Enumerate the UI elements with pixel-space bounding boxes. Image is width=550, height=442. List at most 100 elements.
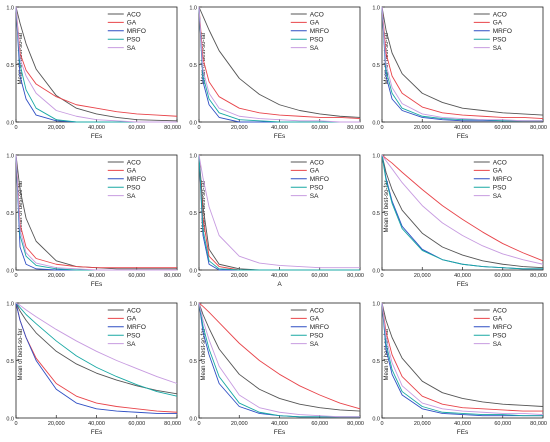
series-line-ga — [198, 6, 361, 119]
legend-label-ga: GA — [310, 168, 320, 175]
x-tick-label: 60,000 — [128, 273, 145, 279]
legend-label-aco: ACO — [493, 11, 507, 18]
y-axis-label: Mean of best-so-far — [18, 32, 24, 84]
legend-label-mrfo: MRFO — [310, 324, 329, 331]
x-tick-label: 80,000 — [164, 421, 181, 427]
x-tick-label: 40,000 — [271, 125, 288, 131]
legend-label-ga: GA — [493, 316, 503, 323]
y-axis-label: Mean of best-so-far — [201, 180, 207, 232]
chart-panel-8: 0.0 0.5 1.0 0 20,000 40,000 60,000 80,000 FEs Mea… — [189, 302, 364, 437]
x-axis-label: FEs — [91, 281, 103, 288]
y-tick-label: 0.5 — [372, 211, 380, 217]
x-axis-label: A — [277, 281, 282, 288]
x-tick-label: 40,000 — [454, 273, 471, 279]
x-tick-label: 20,000 — [231, 125, 248, 131]
y-tick-label: 0.5 — [372, 63, 380, 69]
series-line-sa — [15, 6, 177, 123]
legend-label-ga: GA — [127, 20, 137, 27]
y-tick-label: 0.5 — [6, 211, 14, 217]
x-tick-label: 40,000 — [454, 125, 471, 131]
series-line-aco — [198, 302, 361, 412]
y-tick-label: 0.5 — [189, 211, 197, 217]
series-line-sa — [198, 154, 360, 269]
legend-label-aco: ACO — [310, 307, 324, 314]
x-tick-label: 80,000 — [530, 421, 547, 427]
series-line-pso — [381, 6, 543, 122]
legend-label-ga: GA — [127, 168, 137, 175]
legend-label-aco: ACO — [127, 11, 141, 18]
series-line-sa — [15, 154, 177, 271]
legend-label-mrfo: MRFO — [310, 28, 329, 35]
y-tick-label: 0.0 — [372, 269, 380, 275]
series-line-ga — [381, 6, 544, 119]
x-tick-label: 60,000 — [494, 421, 511, 427]
series-line-pso — [381, 154, 543, 270]
x-tick-label: 40,000 — [271, 421, 288, 427]
x-tick-label: 80,000 — [347, 421, 364, 427]
legend-label-pso: PSO — [493, 37, 507, 44]
y-axis-label: Mean of best-so-far — [18, 180, 24, 232]
x-tick-label: 0 — [14, 125, 17, 131]
legend-label-mrfo: MRFO — [127, 28, 146, 35]
series-line-ga — [381, 302, 543, 412]
x-tick-label: 20,000 — [231, 273, 248, 279]
series-line-ga — [198, 302, 361, 410]
legend-label-aco: ACO — [310, 11, 324, 18]
series-line-aco — [381, 302, 544, 407]
x-tick-label: 40,000 — [454, 421, 471, 427]
legend-label-sa: SA — [493, 341, 502, 348]
legend-label-aco: ACO — [493, 159, 507, 166]
x-tick-label: 20,000 — [414, 421, 431, 427]
x-tick-label: 0 — [197, 273, 200, 279]
x-tick-label: 20,000 — [231, 421, 248, 427]
chart-panel-6: 0.0 0.5 1.0 0 20,000 40,000 60,000 80,000 FEs Mea… — [372, 154, 547, 289]
legend-label-ga: GA — [310, 20, 320, 27]
y-tick-label: 0.0 — [6, 121, 14, 127]
x-tick-label: 60,000 — [128, 125, 145, 131]
series-line-aco — [198, 6, 361, 118]
y-tick-label: 1.0 — [372, 6, 380, 12]
legend-label-aco: ACO — [127, 307, 141, 314]
x-tick-label: 40,000 — [88, 273, 105, 279]
series-line-ga — [15, 154, 177, 269]
legend-label-ga: GA — [127, 316, 137, 323]
y-tick-label: 0.0 — [372, 417, 380, 423]
x-tick-label: 40,000 — [271, 273, 288, 279]
series-line-ga — [15, 6, 178, 117]
x-tick-label: 0 — [380, 421, 383, 427]
x-tick-label: 80,000 — [164, 273, 181, 279]
y-tick-label: 0.0 — [189, 121, 197, 127]
legend-label-pso: PSO — [310, 37, 324, 44]
x-tick-label: 20,000 — [414, 125, 431, 131]
x-tick-label: 20,000 — [48, 421, 65, 427]
x-tick-label: 80,000 — [347, 125, 364, 131]
chart-panel-4: 0.0 0.5 1.0 0 20,000 40,000 60,000 80,000 FEs Mea… — [6, 154, 181, 289]
legend-label-sa: SA — [310, 193, 319, 200]
x-tick-label: 0 — [380, 273, 383, 279]
x-tick-label: 0 — [197, 125, 200, 131]
x-axis-label: FEs — [91, 429, 103, 436]
series-line-pso — [198, 302, 360, 418]
chart-panel-7: 0.0 0.5 1.0 0 20,000 40,000 60,000 80,000 FEs Mea… — [6, 302, 181, 437]
x-tick-label: 80,000 — [347, 273, 364, 279]
x-tick-label: 60,000 — [311, 273, 328, 279]
legend-label-mrfo: MRFO — [493, 176, 512, 183]
x-tick-label: 80,000 — [530, 273, 547, 279]
y-tick-label: 0.0 — [6, 417, 14, 423]
x-tick-label: 0 — [14, 273, 17, 279]
legend-label-pso: PSO — [493, 333, 507, 340]
legend-label-mrfo: MRFO — [493, 324, 512, 331]
series-line-sa — [381, 6, 543, 122]
y-tick-label: 0.5 — [6, 359, 14, 365]
x-tick-label: 20,000 — [414, 273, 431, 279]
series-line-pso — [381, 302, 543, 417]
series-line-sa — [381, 154, 544, 265]
y-tick-label: 0.5 — [372, 359, 380, 365]
chart-panel-1: 0.0 0.5 1.0 0 20,000 40,000 60,000 80,000 FEs Mea… — [6, 6, 181, 141]
y-tick-label: 1.0 — [372, 302, 380, 308]
legend-label-mrfo: MRFO — [127, 176, 146, 183]
y-tick-label: 0.0 — [372, 121, 380, 127]
y-tick-label: 0.5 — [189, 63, 197, 69]
legend-label-ga: GA — [310, 316, 320, 323]
